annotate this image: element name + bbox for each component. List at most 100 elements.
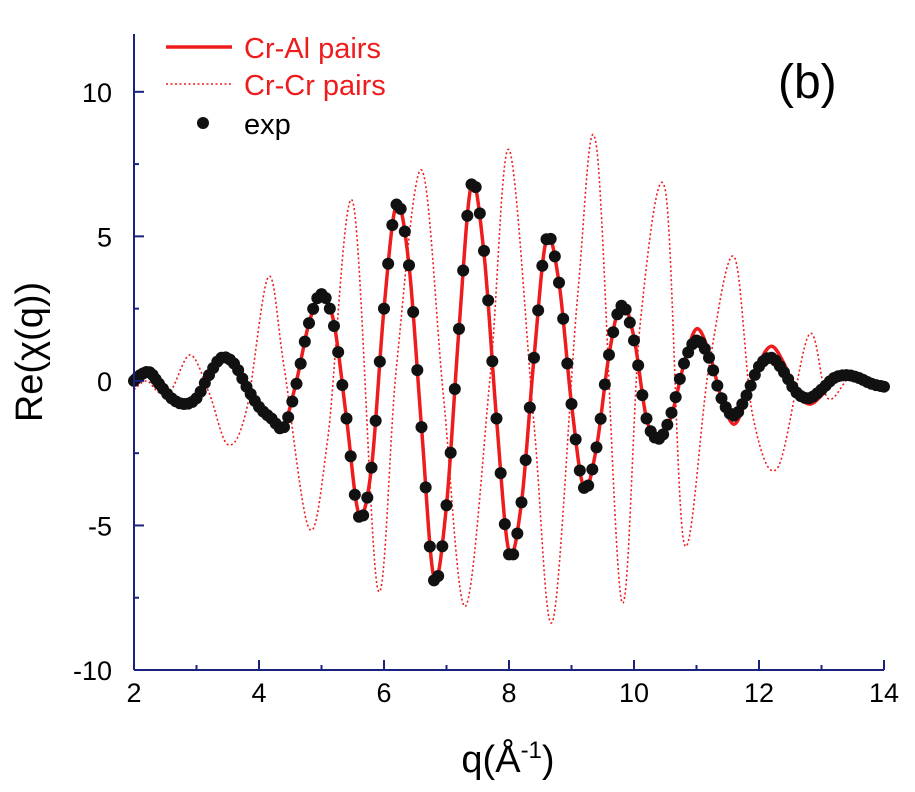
exp-point [536,259,549,272]
x-tick-label: 4 [251,678,266,708]
exp-point [407,306,420,319]
x-axis-title-sup: -1 [521,737,542,764]
exp-point [419,481,432,494]
exp-point [478,244,490,257]
exp-point [482,294,495,307]
exp-point [594,412,607,425]
exp-point [457,264,470,277]
exp-point [640,412,653,425]
exp-point [665,406,678,419]
legend: Cr-Al pairs Cr-Cr pairs exp [166,33,386,141]
exp-point [561,357,574,370]
legend-label-cr-al: Cr-Al pairs [244,33,381,65]
exp-point [307,302,320,315]
exp-point [294,357,307,370]
exp-point [586,463,599,476]
exp-point [423,540,436,553]
exp-point [511,527,524,540]
exp-point [669,391,682,404]
x-tick-label: 2 [126,678,141,708]
exp-point [440,499,453,512]
exp-point [328,319,340,332]
exp-point [715,392,728,405]
x-axis-title: q(Å-1) [461,737,554,781]
x-tick-label: 6 [376,678,391,708]
exp-point [569,433,582,446]
exp-point [544,232,557,245]
exp-point [673,372,686,385]
exp-point [603,348,615,361]
exp-point [369,414,382,427]
exp-point [319,292,332,305]
y-tick-label: 5 [97,222,112,252]
exp-point [744,379,757,392]
exp-point [278,421,290,434]
exp-point [711,379,724,392]
exp-point [590,441,603,454]
exp-point [515,496,528,509]
exp-point [340,412,353,425]
exp-point [348,488,361,501]
exp-point [461,209,474,222]
exp-point [473,207,486,220]
exp-point [357,509,370,522]
y-ticks: 10 5 0 -5 -10 [73,78,144,686]
exp-point [519,454,532,467]
exp-point [344,450,357,463]
series-line-cr-cr [133,133,885,624]
x-tick-label: 8 [501,678,516,708]
exp-point [336,378,349,391]
exp-point [553,276,565,289]
exp-point [565,398,578,411]
exp-point [286,395,299,408]
exp-point [323,302,336,315]
panel-label: (b) [778,56,837,109]
exp-point [607,326,620,339]
exp-point [632,359,645,372]
exp-point [486,355,499,368]
exp-point [361,491,374,504]
x-tick-label: 12 [744,678,774,708]
exp-point [365,461,378,474]
cr-cr-series [133,133,885,624]
x-axis-title-base: q(Å [461,737,521,781]
legend-label-exp: exp [244,109,291,141]
exp-point [532,304,545,317]
exp-point [619,303,632,316]
exp-point [573,464,586,477]
exp-point [290,377,303,390]
x-tick-label: 14 [869,678,899,708]
x-axis-title-close: ) [542,739,555,781]
exp-point [507,548,520,561]
exp-point [557,312,570,325]
exp-series [128,178,890,587]
y-axis-title: Re(χ(q)) [9,282,51,422]
exp-point [453,322,465,335]
y-tick-label: 0 [97,367,112,397]
exp-point [707,364,720,377]
exp-point [403,259,415,272]
exp-point [740,389,753,402]
exp-point [469,181,482,194]
legend-label-cr-cr: Cr-Cr pairs [244,70,386,102]
exp-point [436,540,449,553]
exp-point [332,346,345,359]
exp-point [661,418,674,431]
exp-point [386,219,399,232]
y-tick-label: -5 [88,511,112,541]
exp-point [448,383,461,396]
exp-point [432,569,445,582]
exp-point [698,342,711,355]
exp-point [498,518,511,531]
exp-point [623,316,636,329]
exp-point [628,334,640,347]
exp-point [878,380,890,393]
exp-point [282,411,295,424]
x-tick-label: 10 [619,678,649,708]
exp-point [657,428,670,441]
exp-point [415,421,428,434]
exp-point [703,351,715,364]
exp-point [528,351,540,364]
exp-point [303,317,315,330]
